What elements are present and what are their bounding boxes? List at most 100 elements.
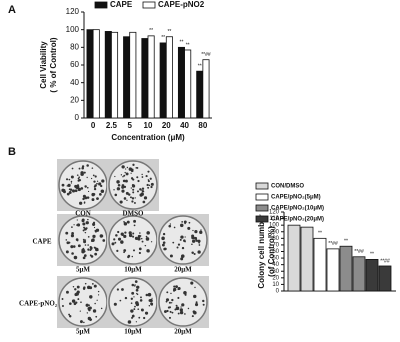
- colony: [166, 291, 169, 294]
- y-axis-label: Colony cell number: [257, 214, 266, 288]
- colony: [123, 249, 127, 252]
- colony: [170, 302, 173, 304]
- colony: [135, 288, 139, 292]
- colony: [73, 255, 78, 260]
- colony: [89, 254, 92, 257]
- colony: [76, 239, 79, 242]
- x-tick-label: 80: [198, 121, 207, 130]
- colony: [132, 232, 135, 235]
- colony: [94, 302, 96, 305]
- colony: [141, 240, 144, 243]
- colony: [86, 312, 89, 314]
- colony: [171, 311, 174, 314]
- dish-label: CAPE: [32, 238, 51, 246]
- colony: [68, 191, 72, 194]
- colony: [202, 303, 205, 306]
- colony: [195, 303, 199, 307]
- significance-label: **##: [354, 249, 364, 255]
- colony: [145, 293, 149, 297]
- colony: [131, 316, 134, 319]
- colony: [139, 299, 143, 302]
- colony: [175, 306, 180, 311]
- colony: [80, 301, 82, 304]
- colony: [96, 197, 99, 201]
- colony: [94, 252, 98, 256]
- colony: [132, 178, 135, 181]
- colony: [65, 239, 68, 241]
- y-tick-label: 70: [272, 242, 279, 248]
- colony: [181, 303, 185, 307]
- colony: [93, 193, 96, 196]
- colony: [147, 186, 150, 189]
- colony: [66, 290, 69, 294]
- y-tick-label: 40: [272, 262, 279, 268]
- significance-label: **: [167, 29, 171, 35]
- colony: [140, 296, 142, 299]
- colony: [75, 185, 80, 189]
- colony: [69, 302, 72, 305]
- bar: [86, 29, 94, 119]
- colony: [126, 199, 128, 202]
- colony: [172, 241, 175, 244]
- colony: [117, 230, 120, 234]
- y-tick-label: 80: [272, 236, 279, 242]
- colony: [135, 281, 138, 283]
- colony: [169, 310, 172, 313]
- dish-label: 10μM: [124, 266, 142, 274]
- colony: [183, 220, 187, 224]
- colony: [170, 292, 172, 295]
- colony: [92, 174, 95, 177]
- colony: [138, 251, 141, 255]
- colony: [181, 246, 185, 250]
- y-tick-label: 40: [70, 78, 79, 87]
- colony: [123, 251, 125, 254]
- colony: [137, 308, 140, 310]
- x-tick-label: 10: [144, 121, 153, 130]
- colony: [179, 238, 182, 241]
- bar: [129, 31, 137, 119]
- significance-label: **: [344, 239, 348, 245]
- colony: [67, 183, 71, 187]
- colony: [116, 180, 120, 184]
- legend-label: CAPE: [110, 0, 133, 9]
- colony: [95, 315, 98, 318]
- colony: [145, 237, 150, 241]
- colony: [82, 229, 85, 232]
- bar: [147, 35, 155, 119]
- y-axis-label: ( % of Control): [49, 37, 58, 92]
- colony: [69, 188, 73, 192]
- colony: [77, 298, 80, 301]
- dish-label: CAPE-pNO₂: [19, 300, 57, 308]
- x-tick-label: 0: [91, 121, 96, 130]
- colony: [97, 249, 99, 251]
- colony: [83, 240, 87, 244]
- legend-swatch: [255, 204, 269, 212]
- colony: [124, 179, 128, 183]
- y-tick-label: 20: [70, 95, 79, 104]
- legend-label: CAPE/pNO₂(5μM): [271, 195, 321, 201]
- colony: [93, 180, 96, 183]
- legend-label: CAPE/pNO₂(10μM): [271, 206, 324, 212]
- colony: [114, 241, 117, 244]
- colony: [180, 306, 182, 308]
- colony: [88, 304, 90, 307]
- colony: [68, 178, 71, 181]
- colony: [89, 286, 93, 290]
- colony: [191, 251, 194, 254]
- colony: [82, 256, 86, 260]
- colony: [128, 233, 133, 238]
- colony: [94, 175, 97, 178]
- colony: [83, 202, 86, 204]
- colony: [131, 197, 135, 200]
- legend-swatch: [142, 1, 156, 9]
- y-tick-label: 10: [272, 282, 279, 288]
- colony: [76, 285, 80, 289]
- colony: [137, 237, 141, 241]
- colony: [123, 185, 127, 189]
- bar: [111, 31, 119, 119]
- colony: [72, 245, 76, 248]
- y-tick-label: 60: [70, 60, 79, 69]
- significance-label: **: [318, 231, 322, 237]
- colony: [92, 222, 96, 226]
- dish-label: 5μM: [76, 266, 90, 274]
